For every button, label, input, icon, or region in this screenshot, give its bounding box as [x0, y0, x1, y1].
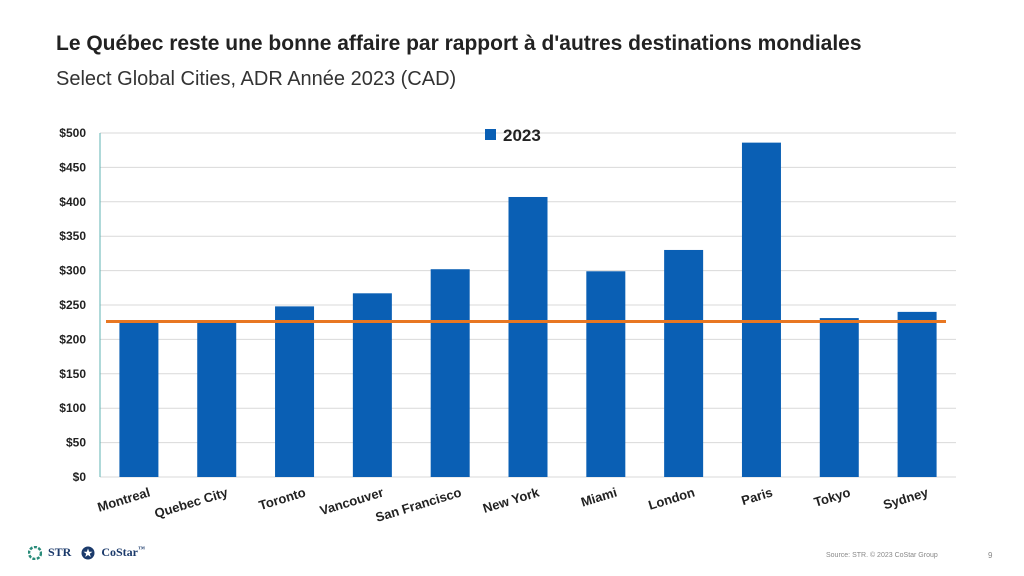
- bar: [819, 318, 859, 477]
- y-tick-label: $500: [59, 126, 86, 140]
- x-tick-label: Sydney: [881, 484, 930, 512]
- legend: 2023: [485, 126, 541, 145]
- y-tick-label: $200: [59, 332, 86, 346]
- costar-logo-tm: ™: [138, 545, 146, 553]
- bar: [741, 142, 781, 477]
- bar: [119, 322, 159, 477]
- bars: [119, 142, 937, 477]
- x-tick-label: Montreal: [96, 485, 152, 515]
- str-logo-icon: [28, 545, 42, 560]
- y-tick-label: $350: [59, 229, 86, 243]
- y-tick-label: $300: [59, 264, 86, 278]
- bar: [275, 306, 315, 477]
- x-tick-label: Paris: [740, 485, 775, 509]
- bar: [430, 269, 470, 477]
- footer-source: Source: STR. © 2023 CoStar Group: [826, 552, 938, 559]
- y-tick-label: $50: [66, 436, 86, 450]
- x-tick-label: Tokyo: [812, 485, 852, 510]
- y-tick-label: $100: [59, 401, 86, 415]
- bar: [586, 271, 626, 477]
- legend-swatch: [485, 129, 496, 140]
- x-tick-label: Toronto: [257, 485, 307, 513]
- costar-logo-name: CoStar: [101, 545, 139, 559]
- bar: [197, 322, 237, 477]
- x-tick-label: London: [647, 485, 697, 513]
- x-tick-label: New York: [481, 484, 542, 516]
- costar-logo-text: CoStar™: [101, 545, 145, 560]
- y-tick-label: $0: [73, 470, 87, 484]
- bar: [664, 249, 704, 477]
- x-tick-label: Miami: [579, 485, 619, 510]
- costar-logo-icon: [81, 546, 95, 559]
- legend-label: 2023: [503, 126, 541, 145]
- page-number: 9: [988, 551, 993, 560]
- chart-title: Le Québec reste une bonne affaire par ra…: [56, 32, 862, 55]
- gridlines: [100, 132, 956, 478]
- y-axis: $0 $50 $100 $150 $200 $250 $300 $350 $400 $450 $50…: [59, 126, 101, 484]
- bar: [352, 293, 392, 477]
- footer-logos: STR CoStar™: [28, 545, 145, 560]
- x-tick-label: San Francisco: [374, 485, 463, 525]
- bar: [897, 311, 937, 477]
- x-tick-label: Quebec City: [153, 484, 231, 521]
- bar: [508, 196, 548, 477]
- y-tick-label: $400: [59, 195, 86, 209]
- y-tick-label: $250: [59, 298, 86, 312]
- y-tick-label: $450: [59, 160, 86, 174]
- chart-subtitle: Select Global Cities, ADR Année 2023 (CA…: [56, 68, 457, 90]
- str-logo-text: STR: [48, 545, 72, 559]
- y-tick-label: $150: [59, 367, 86, 381]
